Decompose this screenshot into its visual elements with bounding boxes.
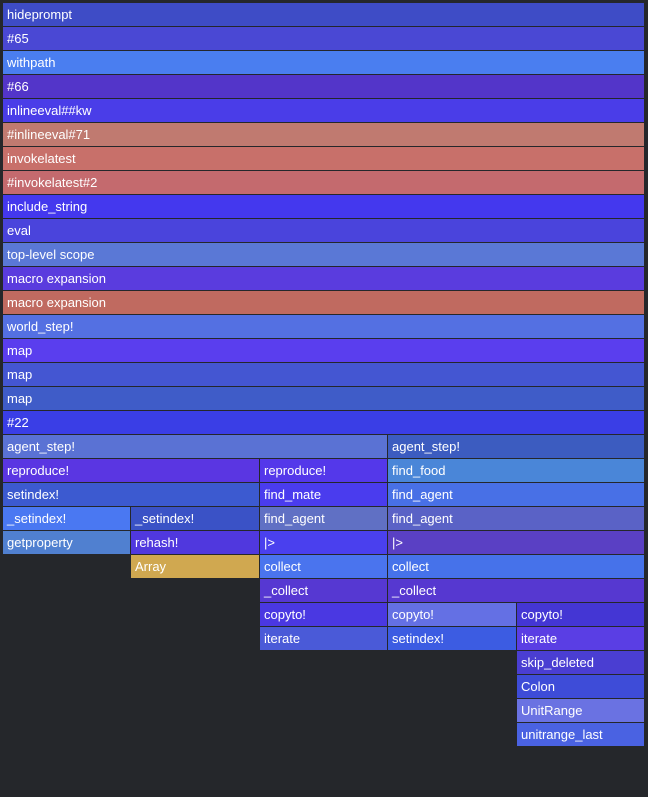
flame-frame[interactable]: reproduce! [3,459,259,482]
flame-frame[interactable]: include_string [3,195,644,218]
flame-frame[interactable]: eval [3,219,644,242]
flame-frame[interactable]: agent_step! [3,435,387,458]
flame-frame[interactable]: UnitRange [517,699,644,722]
flame-frame[interactable]: invokelatest [3,147,644,170]
flame-frame[interactable]: macro expansion [3,291,644,314]
flame-frame[interactable]: find_agent [388,507,644,530]
flame-frame[interactable]: map [3,363,644,386]
flame-frame[interactable]: withpath [3,51,644,74]
flame-frame[interactable]: copyto! [517,603,644,626]
flame-frame[interactable]: _setindex! [3,507,130,530]
flame-frame[interactable]: #65 [3,27,644,50]
flame-frame[interactable]: collect [260,555,387,578]
flame-frame[interactable]: #inlineeval#71 [3,123,644,146]
flame-frame[interactable]: #invokelatest#2 [3,171,644,194]
flame-frame[interactable]: unitrange_last [517,723,644,746]
flame-frame[interactable]: setindex! [388,627,516,650]
flame-frame[interactable]: Array [131,555,259,578]
flame-frame[interactable]: Colon [517,675,644,698]
flame-frame[interactable]: reproduce! [260,459,387,482]
flame-frame[interactable]: _collect [388,579,644,602]
flame-frame[interactable]: inlineeval##kw [3,99,644,122]
flame-frame[interactable]: #66 [3,75,644,98]
flame-frame[interactable]: copyto! [388,603,516,626]
flame-frame[interactable]: macro expansion [3,267,644,290]
flame-frame[interactable]: _setindex! [131,507,259,530]
flame-frame[interactable]: getproperty [3,531,130,554]
flame-frame[interactable]: setindex! [3,483,259,506]
flame-frame[interactable]: collect [388,555,644,578]
flame-frame[interactable]: skip_deleted [517,651,644,674]
flame-frame[interactable]: find_agent [388,483,644,506]
flame-frame[interactable]: #22 [3,411,644,434]
flame-frame[interactable]: map [3,339,644,362]
flame-frame[interactable]: find_mate [260,483,387,506]
flame-frame[interactable]: iterate [517,627,644,650]
flame-frame[interactable]: find_agent [260,507,387,530]
flame-frame[interactable]: agent_step! [388,435,644,458]
flame-frame[interactable]: rehash! [131,531,259,554]
flame-frame[interactable]: world_step! [3,315,644,338]
flame-frame[interactable]: hideprompt [3,3,644,26]
flame-frame[interactable]: find_food [388,459,644,482]
flame-frame[interactable]: top-level scope [3,243,644,266]
flame-frame[interactable]: iterate [260,627,387,650]
flame-frame[interactable]: |> [388,531,644,554]
flame-frame[interactable]: _collect [260,579,387,602]
flame-frame[interactable]: copyto! [260,603,387,626]
flame-frame[interactable]: |> [260,531,387,554]
flame-frame[interactable]: map [3,387,644,410]
